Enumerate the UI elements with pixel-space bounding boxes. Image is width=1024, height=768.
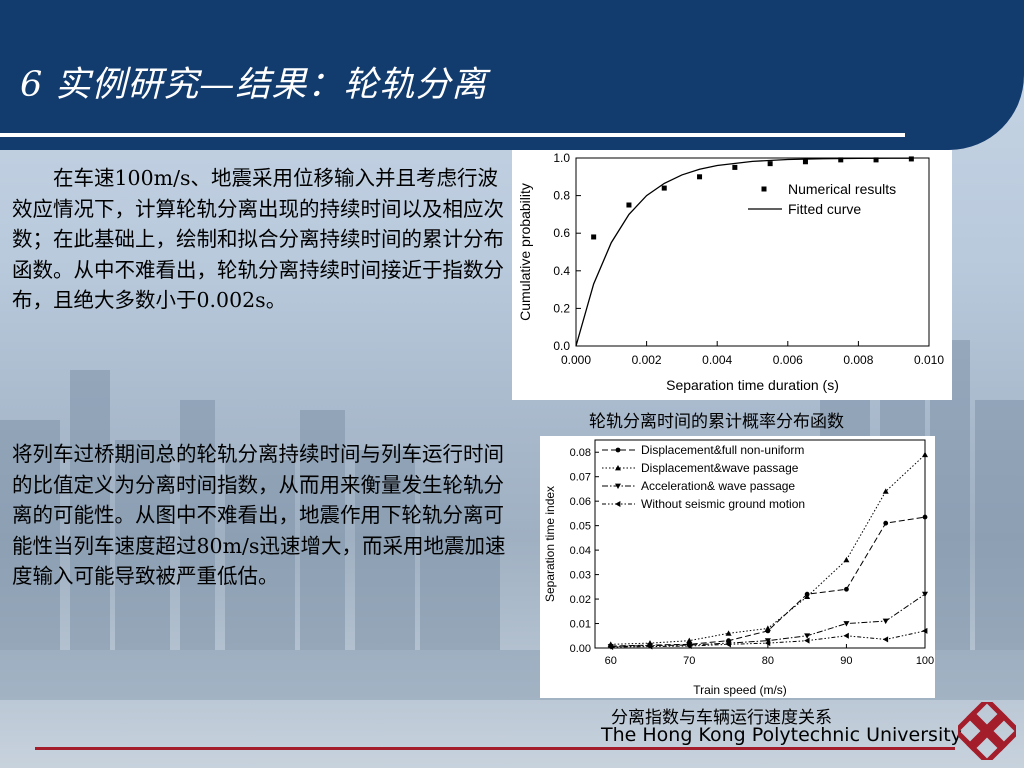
separation-index-chart-panel: 60 70 80 90 100 0.00 0.01 0.02 0.03 0.04 0.05 0.06 0… (540, 436, 935, 698)
y-tick-label: 0.04 (570, 545, 591, 557)
x-tick-label: 0.008 (843, 353, 873, 367)
data-point (843, 632, 849, 639)
y-axis-label: Cumulative probability (517, 183, 533, 321)
x-tick-label: 0.000 (561, 353, 591, 367)
university-name: The Hong Kong Polytechnic University (601, 724, 962, 746)
y-tick-label: 0.2 (553, 301, 570, 315)
data-point (922, 514, 928, 520)
x-tick-label: 0.004 (702, 353, 732, 367)
data-point (843, 621, 850, 627)
paragraph-cdf-description: 在车速100m/s、地震采用位移输入并且考虑行波效应情况下，计算轮轨分离出现的持… (12, 166, 504, 312)
legend-marker (615, 447, 621, 453)
data-point (764, 625, 771, 631)
data-point (591, 234, 597, 240)
data-point (607, 644, 614, 651)
data-point (843, 556, 850, 563)
x-axis-label: Train speed (m/s) (693, 683, 787, 697)
data-point (882, 636, 889, 643)
series-4 (607, 627, 928, 651)
y-tick-label: 0.01 (570, 619, 591, 631)
y-tick-label: 0.07 (570, 472, 591, 484)
title-banner (0, 0, 1024, 150)
data-point (767, 161, 773, 167)
y-tick-label: 0.06 (570, 496, 591, 508)
data-point (882, 488, 889, 494)
university-logo-icon (958, 702, 1016, 760)
y-axis-label: Separation time index (543, 486, 557, 602)
y-tick-label: 0.08 (570, 447, 591, 459)
y-tick-label: 0.00 (570, 643, 591, 655)
x-tick-label: 0.010 (914, 353, 944, 367)
legend-label: Fitted curve (788, 201, 861, 217)
legend-label: Displacement&wave passage (641, 461, 799, 475)
data-point (725, 630, 732, 636)
cdf-chart: 0.000 0.002 0.004 0.006 0.008 0.010 0.0 0.2 0.4 0… (517, 151, 944, 393)
data-point (844, 586, 849, 592)
data-point (883, 520, 889, 526)
legend-marker (615, 501, 621, 507)
x-tick-label: 60 (605, 655, 617, 667)
plot-frame (594, 439, 926, 649)
data-point (882, 618, 889, 625)
y-tick-label: 1.0 (553, 151, 570, 165)
data-point (804, 593, 811, 600)
y-tick-label: 0.05 (570, 521, 591, 533)
data-point (686, 643, 692, 650)
legend-label: Numerical results (788, 181, 896, 197)
data-point (661, 185, 667, 191)
legend-label: Displacement&full non-uniform (641, 443, 804, 457)
data-point (697, 174, 703, 180)
y-tick-label: 0.4 (553, 264, 570, 278)
data-point (838, 157, 844, 163)
separation-index-chart-caption: 分离指数与车辆运行速度关系 (611, 708, 832, 728)
data-point (732, 164, 738, 170)
y-tick-label: 0.0 (553, 339, 570, 353)
cdf-chart-panel: 0.000 0.002 0.004 0.006 0.008 0.010 0.0 0.2 0.4 0… (512, 150, 952, 400)
legend-label: Acceleration& wave passage (641, 479, 795, 493)
data-point (804, 633, 811, 639)
x-tick-label: 0.006 (773, 353, 803, 367)
x-tick-label: 100 (916, 655, 934, 667)
legend-marker-numerical (761, 186, 767, 192)
data-point (922, 451, 928, 458)
data-point (764, 640, 771, 647)
series-numerical-results (591, 156, 914, 240)
x-tick-label: 0.002 (632, 353, 662, 367)
y-tick-label: 0.6 (553, 226, 570, 240)
data-point (686, 637, 693, 644)
cdf-chart-caption: 轮轨分离时间的累计概率分布函数 (589, 412, 844, 432)
data-point (802, 159, 808, 165)
legend-marker (615, 465, 621, 471)
footer-divider (35, 747, 955, 750)
data-point (922, 591, 928, 598)
x-tick-label: 90 (840, 655, 852, 667)
plot-frame (575, 157, 930, 347)
data-point (922, 627, 928, 634)
x-tick-label: 70 (683, 655, 695, 667)
data-point (873, 157, 879, 163)
x-tick-label: 80 (762, 655, 774, 667)
separation-index-chart: 60 70 80 90 100 0.00 0.01 0.02 0.03 0.04 0.05 0.06 0… (543, 439, 934, 697)
legend-label: Without seismic ground motion (641, 497, 805, 511)
y-tick-label: 0.03 (570, 570, 591, 582)
x-axis-label: Separation time duration (s) (666, 377, 839, 393)
y-tick-label: 0.8 (553, 189, 570, 203)
data-point (647, 643, 653, 650)
y-tick-label: 0.02 (570, 594, 591, 606)
legend-marker (615, 483, 621, 489)
data-point (764, 638, 771, 644)
data-point (725, 641, 731, 648)
title-underline (0, 133, 905, 137)
slide-title: 6 实例研究—结果：轮轨分离 (20, 65, 488, 105)
series-fitted-curve (575, 157, 912, 347)
series-3 (607, 591, 928, 650)
data-point (908, 156, 914, 162)
data-point (626, 202, 632, 208)
data-point (804, 637, 810, 644)
paragraph-separation-index: 将列车过桥期间总的轮轨分离持续时间与列车运行时间的比值定义为分离时间指数，从而用… (12, 442, 506, 588)
